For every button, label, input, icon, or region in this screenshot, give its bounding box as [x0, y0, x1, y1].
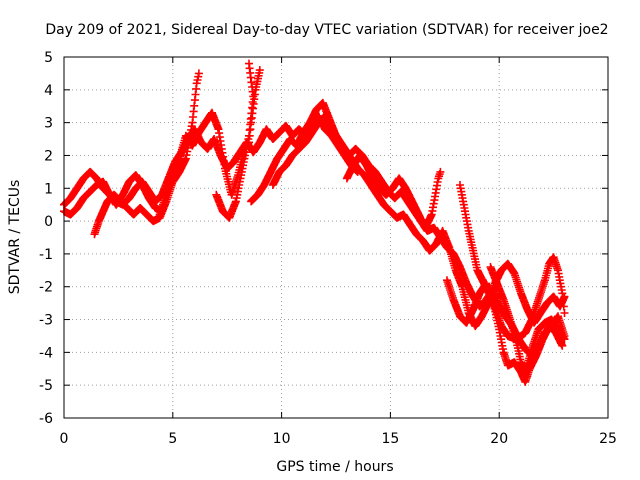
x-tick-label: 0	[60, 431, 69, 447]
y-tick-label: -4	[39, 345, 53, 361]
x-axis: 0 5 10 15 20 25	[60, 57, 617, 447]
data-series-pass-8	[342, 151, 445, 232]
y-tick-label: 2	[44, 148, 53, 164]
y-tick-label: -5	[39, 378, 53, 394]
y-axis-label: SDTVAR / TECUs	[7, 180, 23, 295]
x-tick-label: 20	[490, 431, 508, 447]
x-tick-label: 15	[381, 431, 399, 447]
y-axis: -6 -5 -4 -3 -2 -1 0 1 2 3 4 5	[39, 50, 608, 427]
y-tick-label: -3	[39, 313, 53, 329]
y-tick-label: -6	[39, 411, 53, 427]
data-series-pass-11	[486, 263, 569, 377]
y-tick-label: -2	[39, 280, 53, 296]
x-axis-label: GPS time / hours	[276, 459, 393, 475]
grid	[64, 57, 608, 418]
chart-title: Day 209 of 2021, Sidereal Day-to-day VTE…	[45, 22, 608, 38]
x-tick-label: 5	[168, 431, 177, 447]
y-tick-label: 1	[44, 181, 53, 197]
y-tick-label: -1	[39, 247, 53, 263]
x-tick-label: 10	[273, 431, 291, 447]
y-tick-label: 4	[44, 83, 53, 99]
data-series-pass-5	[212, 59, 258, 222]
data-series	[60, 59, 569, 386]
y-tick-label: 3	[44, 116, 53, 132]
plot-frame	[63, 56, 609, 419]
y-tick-label: 5	[44, 50, 53, 66]
y-tick-label: 0	[44, 214, 53, 230]
x-tick-label: 25	[599, 431, 617, 447]
